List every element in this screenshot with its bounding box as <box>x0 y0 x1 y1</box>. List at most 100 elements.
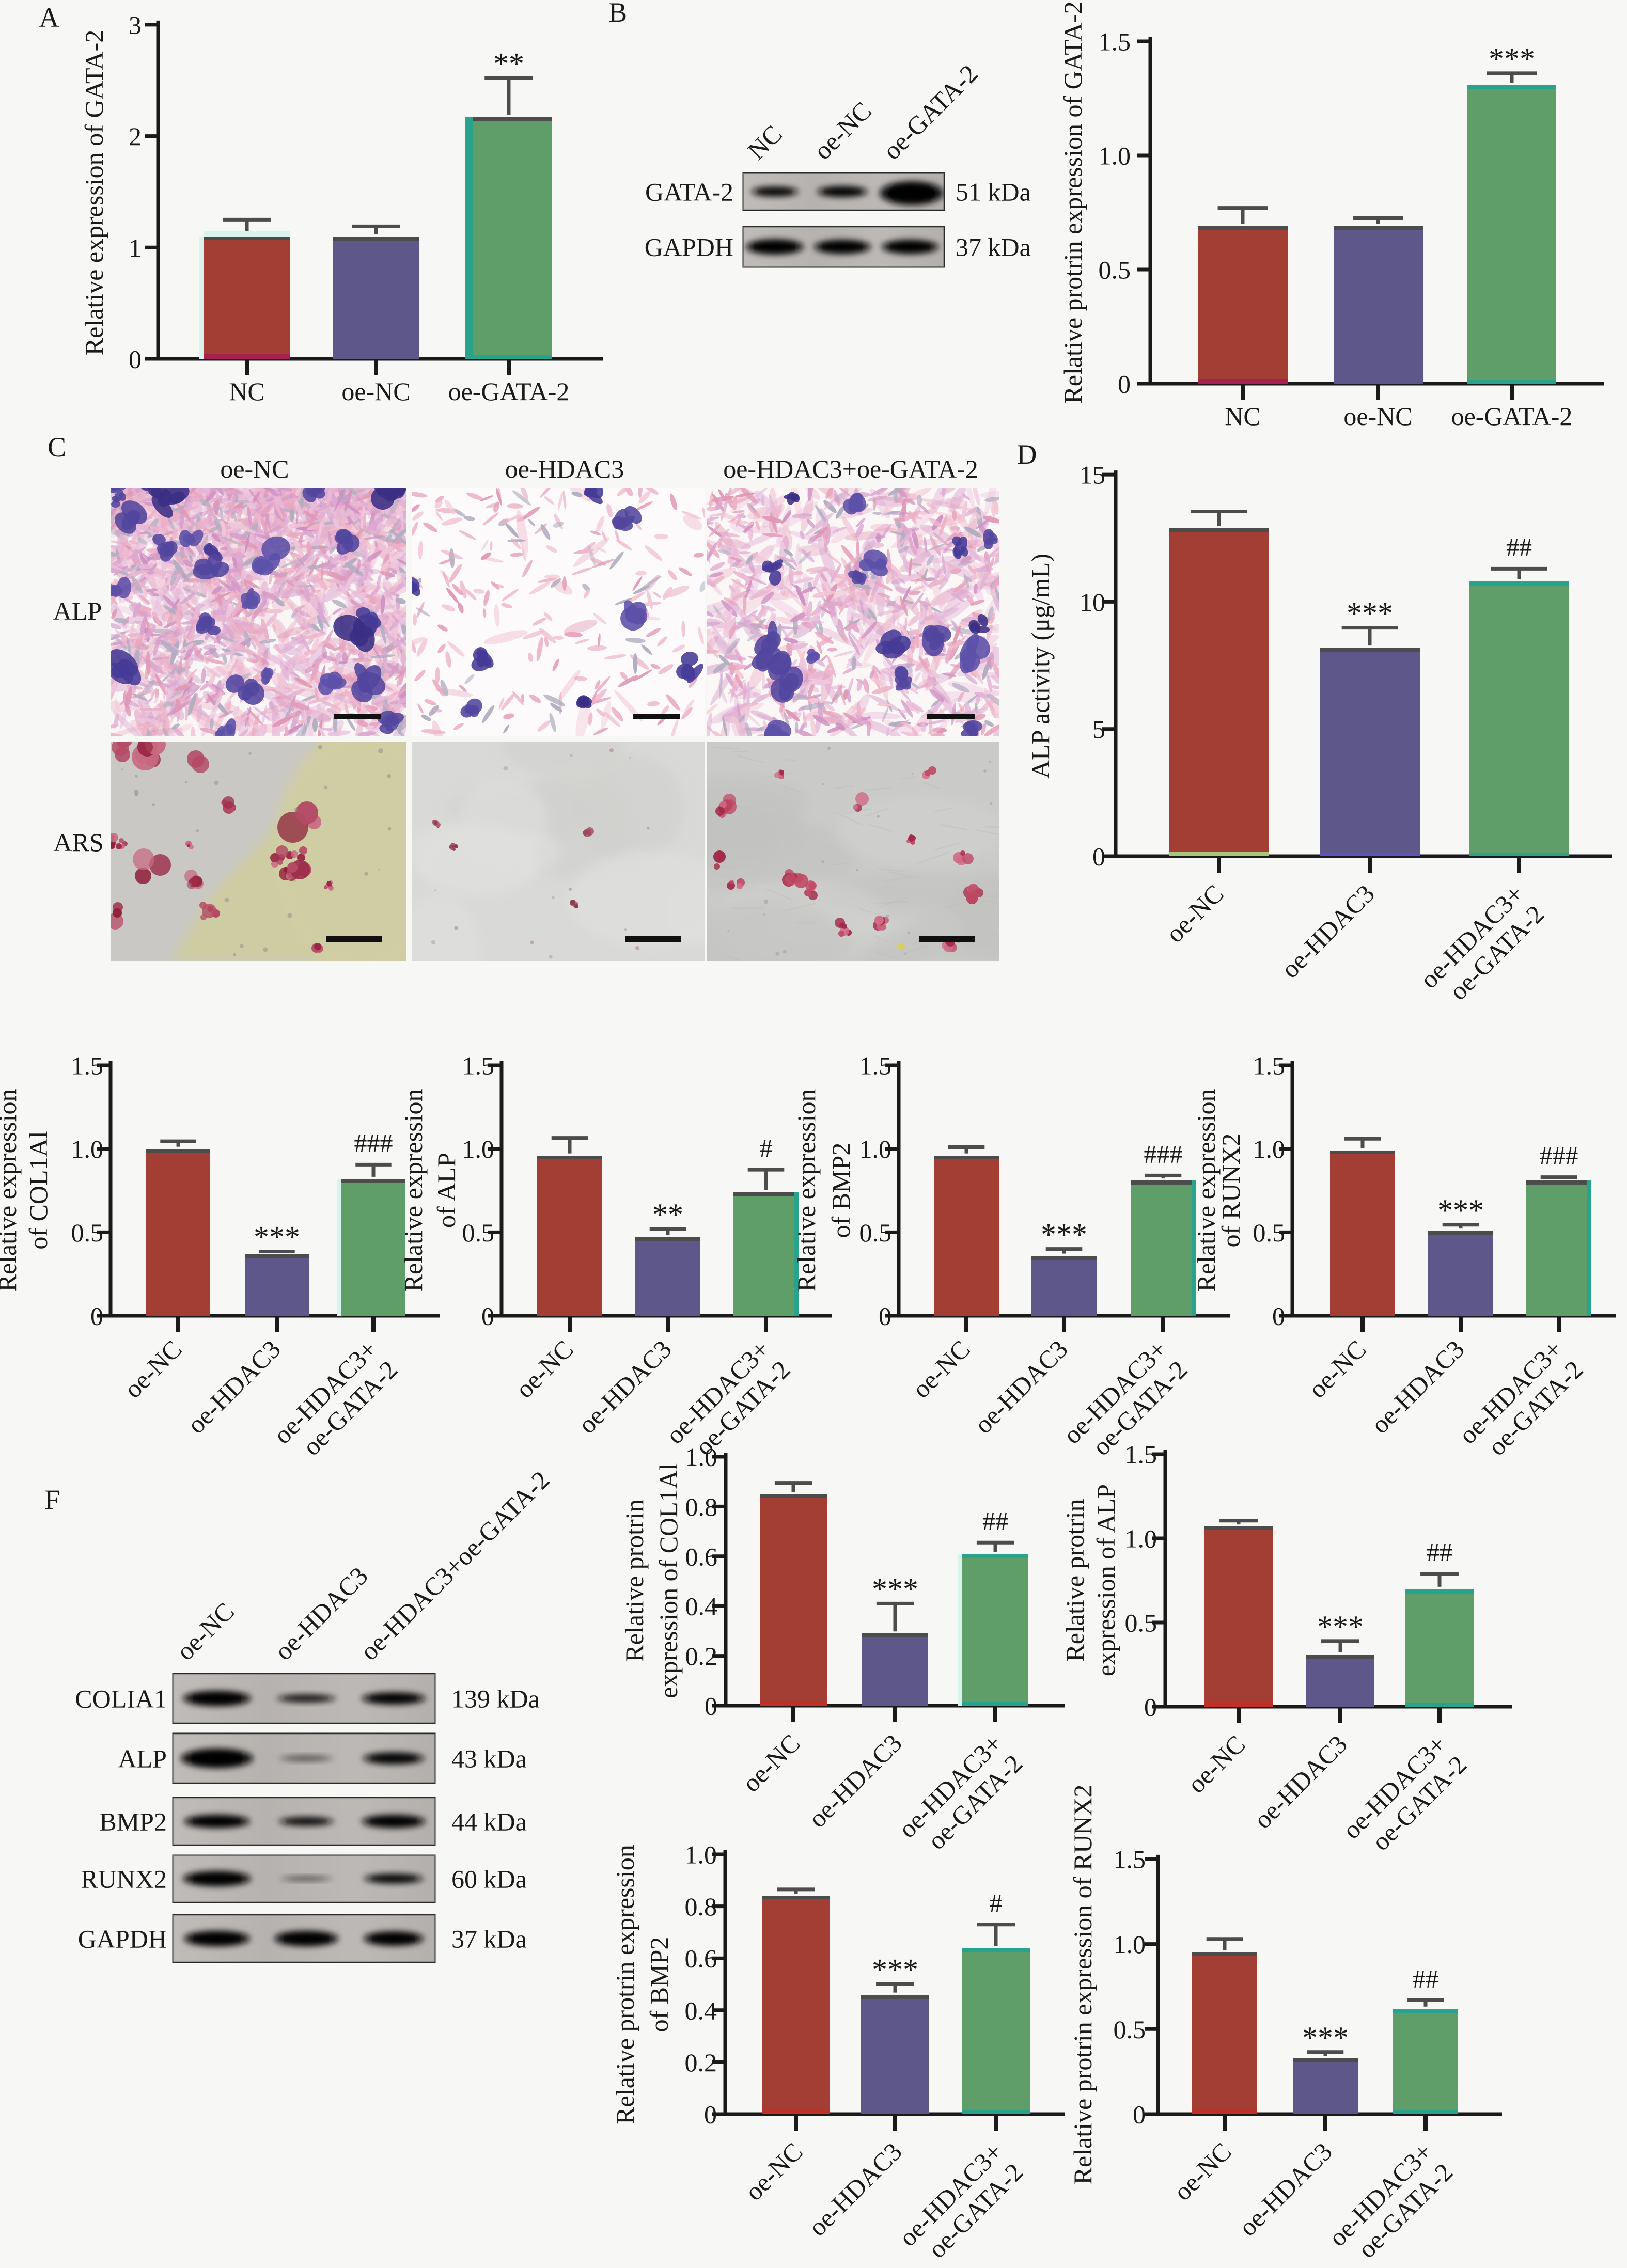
svg-text:3: 3 <box>129 10 142 39</box>
svg-text:***: *** <box>1302 2021 1349 2055</box>
svg-text:1.5: 1.5 <box>1099 27 1131 56</box>
svg-text:ALP activity (μg/mL): ALP activity (μg/mL) <box>1026 554 1055 779</box>
svg-text:1.0: 1.0 <box>71 1135 104 1163</box>
svg-text:0: 0 <box>1133 2100 1146 2129</box>
svg-text:0.6: 0.6 <box>685 1944 717 1973</box>
svg-text:#: # <box>990 1888 1003 1917</box>
svg-text:NC: NC <box>229 377 264 406</box>
svg-text:0.5: 0.5 <box>1099 256 1131 285</box>
svg-text:##: ## <box>1413 1964 1438 1993</box>
svg-text:60 kDa: 60 kDa <box>451 1865 527 1894</box>
svg-text:oe-NC: oe-NC <box>341 377 410 406</box>
svg-text:of BMP2: of BMP2 <box>826 1143 855 1238</box>
svg-text:BMP2: BMP2 <box>99 1807 167 1836</box>
svg-text:Relative protrin expression: Relative protrin expression <box>611 1845 639 2124</box>
svg-text:0.5: 0.5 <box>1114 2015 1146 2044</box>
svg-text:D: D <box>1017 439 1037 470</box>
svg-text:2: 2 <box>129 122 142 151</box>
svg-text:Relative protrin: Relative protrin <box>1060 1499 1089 1661</box>
svg-text:Relative protrin expression of: Relative protrin expression of RUNX2 <box>1068 1785 1097 2185</box>
svg-text:***: *** <box>1437 1193 1484 1227</box>
svg-text:***: *** <box>1489 42 1535 76</box>
svg-text:1.0: 1.0 <box>1125 1524 1157 1553</box>
svg-text:1.5: 1.5 <box>1114 1845 1146 1873</box>
svg-text:***: *** <box>872 1953 918 1987</box>
svg-text:0: 0 <box>129 345 142 374</box>
svg-text:1.0: 1.0 <box>1099 141 1131 170</box>
svg-text:##: ## <box>1427 1537 1452 1566</box>
svg-text:**: ** <box>652 1198 683 1232</box>
svg-text:###: ### <box>354 1128 393 1157</box>
svg-text:GAPDH: GAPDH <box>645 233 733 262</box>
svg-text:Relative expression of GATA-2: Relative expression of GATA-2 <box>80 30 108 356</box>
svg-text:1.0: 1.0 <box>462 1135 495 1163</box>
svg-text:0.4: 0.4 <box>685 1592 718 1621</box>
svg-text:ALP: ALP <box>53 596 102 625</box>
svg-text:#: # <box>760 1133 773 1162</box>
svg-text:C: C <box>48 432 66 463</box>
svg-text:0: 0 <box>90 1302 103 1331</box>
svg-text:51 kDa: 51 kDa <box>956 178 1031 207</box>
svg-text:of RUNX2: of RUNX2 <box>1216 1133 1245 1248</box>
svg-text:0: 0 <box>1272 1302 1285 1331</box>
svg-text:A: A <box>39 2 59 33</box>
svg-text:0.8: 0.8 <box>685 1892 717 1921</box>
svg-text:B: B <box>608 0 627 28</box>
svg-text:0.2: 0.2 <box>685 2048 717 2077</box>
svg-text:oe-HDAC3: oe-HDAC3 <box>505 454 624 483</box>
svg-text:RUNX2: RUNX2 <box>81 1865 167 1894</box>
svg-text:***: *** <box>254 1220 300 1254</box>
svg-text:0.2: 0.2 <box>685 1642 718 1671</box>
svg-text:Relative expression: Relative expression <box>399 1089 428 1292</box>
svg-text:1: 1 <box>129 233 142 262</box>
svg-text:43 kDa: 43 kDa <box>451 1744 527 1773</box>
svg-text:1.5: 1.5 <box>71 1051 104 1080</box>
svg-text:0.5: 0.5 <box>859 1218 892 1247</box>
svg-text:###: ### <box>1540 1141 1578 1170</box>
svg-text:Relative protrin: Relative protrin <box>620 1499 649 1662</box>
svg-text:oe-GATA-2: oe-GATA-2 <box>1451 402 1573 431</box>
svg-text:GATA-2: GATA-2 <box>645 178 733 207</box>
svg-text:of ALP: of ALP <box>432 1153 461 1228</box>
svg-text:1.5: 1.5 <box>859 1051 892 1080</box>
svg-text:NC: NC <box>1225 402 1260 431</box>
svg-text:Relative expression: Relative expression <box>0 1089 22 1292</box>
svg-text:1.0: 1.0 <box>1114 1930 1146 1959</box>
svg-text:0.5: 0.5 <box>71 1218 104 1247</box>
svg-text:1.0: 1.0 <box>685 1443 718 1472</box>
svg-text:F: F <box>44 1484 60 1515</box>
svg-text:0: 0 <box>705 1692 717 1721</box>
svg-text:15: 15 <box>1080 461 1105 490</box>
svg-text:37 kDa: 37 kDa <box>451 1925 527 1954</box>
svg-text:37 kDa: 37 kDa <box>956 233 1031 262</box>
svg-text:oe-HDAC3+oe-GATA-2: oe-HDAC3+oe-GATA-2 <box>723 454 978 483</box>
svg-text:of COL1Al: of COL1Al <box>24 1131 53 1249</box>
svg-text:0: 0 <box>1118 370 1131 399</box>
svg-text:***: *** <box>1347 596 1393 631</box>
svg-text:###: ### <box>1144 1139 1183 1168</box>
svg-text:1.0: 1.0 <box>859 1135 892 1163</box>
svg-text:0.8: 0.8 <box>685 1492 718 1521</box>
svg-text:0: 0 <box>879 1302 891 1331</box>
svg-text:***: *** <box>872 1572 918 1606</box>
svg-text:expression of ALP: expression of ALP <box>1091 1484 1120 1676</box>
svg-text:Relative expression: Relative expression <box>792 1089 821 1292</box>
svg-text:***: *** <box>1041 1218 1087 1252</box>
svg-text:0: 0 <box>481 1302 494 1331</box>
svg-text:44 kDa: 44 kDa <box>451 1807 527 1836</box>
svg-text:5: 5 <box>1092 715 1105 744</box>
svg-text:oe-NC: oe-NC <box>220 454 289 483</box>
svg-text:0.6: 0.6 <box>685 1542 718 1571</box>
svg-text:oe-NC: oe-NC <box>1343 402 1412 431</box>
svg-text:0.5: 0.5 <box>1125 1609 1157 1637</box>
svg-text:##: ## <box>982 1506 1008 1535</box>
svg-text:0: 0 <box>1092 842 1105 871</box>
svg-text:oe-GATA-2: oe-GATA-2 <box>448 377 570 406</box>
svg-text:##: ## <box>1506 532 1532 561</box>
svg-text:10: 10 <box>1080 588 1105 617</box>
svg-text:expression of COL1Al: expression of COL1Al <box>654 1463 683 1698</box>
svg-text:ARS: ARS <box>53 828 103 857</box>
svg-text:0.5: 0.5 <box>1253 1218 1286 1247</box>
svg-text:0: 0 <box>704 2100 717 2129</box>
svg-text:***: *** <box>1317 1610 1364 1644</box>
